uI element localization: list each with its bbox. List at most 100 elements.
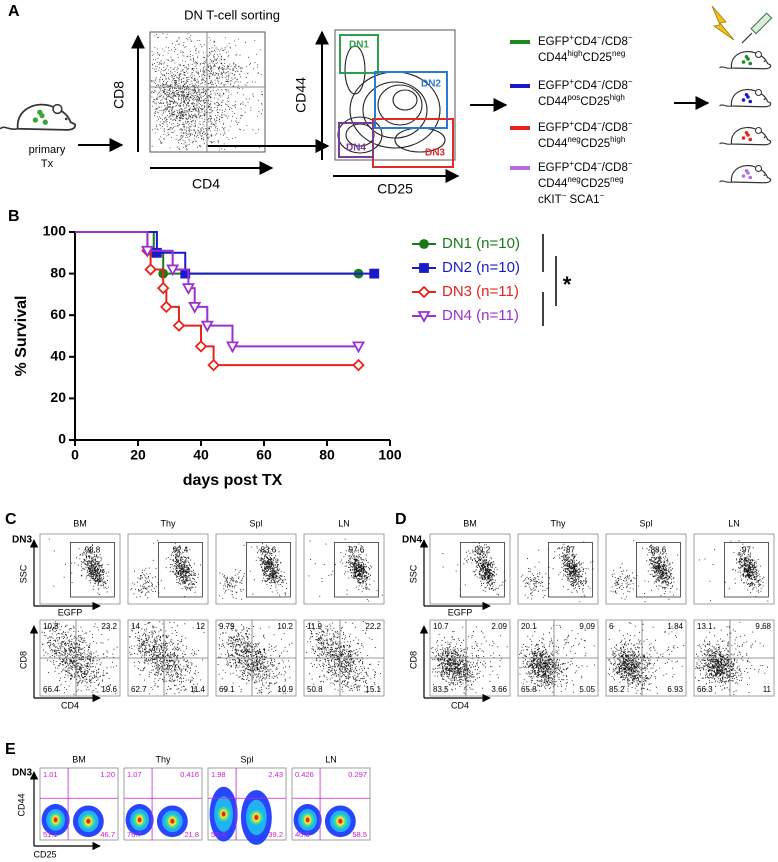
gate-label: DN3 <box>425 148 445 159</box>
gate <box>70 542 115 598</box>
label-part: − <box>597 119 602 128</box>
events <box>695 621 768 695</box>
quadrant-value: 1.01 <box>43 770 58 779</box>
quadrant-value: 58.5 <box>352 830 367 839</box>
mouse-tail <box>719 66 732 69</box>
axis-title: EGFP <box>448 607 473 617</box>
quadrant-value: 66.3 <box>697 685 713 694</box>
quadrant-value: 6 <box>609 622 614 631</box>
label-part: CD25 <box>581 178 610 190</box>
x-tick-label: 20 <box>130 447 146 463</box>
tissue-header: Spl <box>639 518 652 528</box>
label-part: − <box>600 191 605 200</box>
population-label: CD44posCD25high <box>538 93 625 108</box>
axis-title: SSC <box>408 564 418 583</box>
label-part: cKIT <box>538 194 562 206</box>
mouse-dot <box>32 117 39 123</box>
population-label: CD44highCD25neg <box>538 49 625 64</box>
gate <box>245 542 291 598</box>
legend-label: DN2 (n=10) <box>442 259 520 276</box>
panel-label: B <box>8 208 20 225</box>
quadrant-value: 10.7 <box>433 622 449 631</box>
mouse-tail <box>719 180 732 183</box>
population-label: CD44negCD25neg <box>538 175 624 190</box>
label-part: − <box>597 77 602 86</box>
mouse-dot <box>741 60 746 64</box>
label-part: pos <box>567 93 580 102</box>
density-level <box>254 814 259 820</box>
label-part: high <box>567 49 582 58</box>
mouse-dot <box>748 137 753 142</box>
mouse-dot <box>741 98 746 102</box>
label-part: neg <box>610 175 623 184</box>
axis-title: CD25 <box>377 181 413 197</box>
label: primary <box>29 144 66 156</box>
mouse-ear <box>52 103 63 115</box>
marker <box>351 341 366 354</box>
quadrant-value: 40.8 <box>295 830 310 839</box>
label-part: EGFP <box>538 36 570 48</box>
x-tick-label: 100 <box>378 447 402 463</box>
events <box>219 543 288 600</box>
mouse-eye <box>763 174 766 177</box>
gate <box>333 542 379 598</box>
flow-plot <box>429 533 511 605</box>
events <box>130 540 201 599</box>
label-part: neg <box>567 135 580 144</box>
mouse-dot <box>42 119 48 125</box>
gate-value: 99.2 <box>475 546 491 555</box>
axis-title: EGFP <box>58 607 83 617</box>
row-label: DN3 <box>12 768 32 779</box>
axis-title: CD4 <box>61 700 79 710</box>
panel-label: D <box>395 511 407 528</box>
label-part: + <box>569 159 574 168</box>
y-tick-label: 40 <box>50 348 66 364</box>
quadrant-value: 66.4 <box>43 685 59 694</box>
quadrant-value: 85.2 <box>609 685 625 694</box>
contour <box>344 45 366 95</box>
panel-label: C <box>5 511 17 528</box>
quadrant-value: 1.20 <box>100 770 115 779</box>
syringe-icon <box>750 12 773 35</box>
label-part: − <box>597 159 602 168</box>
tissue-header: Spl <box>249 518 262 528</box>
x-tick-label: 60 <box>256 447 272 463</box>
label-part: high <box>610 93 625 102</box>
marker <box>419 239 429 249</box>
y-tick-label: 60 <box>50 306 66 322</box>
quadrant-value: 0.297 <box>348 770 367 779</box>
marker <box>188 301 202 314</box>
tissue-header: LN <box>338 518 350 528</box>
label-part: /CD8 <box>602 80 628 92</box>
lightning-icon <box>711 5 735 41</box>
axis-title: % Survival <box>13 296 30 377</box>
gate-label: DN2 <box>421 79 441 90</box>
quadrant-value: 10.9 <box>277 685 293 694</box>
population-label: EGFP+CD4−/CD8− <box>538 119 633 134</box>
marker <box>417 285 431 299</box>
mouse-dot <box>748 61 753 66</box>
x-tick-label: 40 <box>193 447 209 463</box>
x-tick-label: 0 <box>71 447 79 463</box>
tissue-header: BM <box>73 518 87 528</box>
mouse-tail <box>719 142 732 145</box>
axis-title: CD44 <box>293 77 309 113</box>
density-level <box>338 818 343 824</box>
density-level <box>221 811 226 817</box>
marker <box>352 358 365 372</box>
quadrant-value: 5.05 <box>579 685 595 694</box>
marker <box>156 281 170 295</box>
mouse-dot <box>741 136 746 140</box>
mouse-eye <box>763 60 766 63</box>
quadrant-value: 2.09 <box>491 622 507 631</box>
quadrant-value: 20.1 <box>521 622 537 631</box>
axis-title: CD8 <box>111 81 127 109</box>
label-part: EGFP <box>538 162 570 174</box>
survival-line <box>75 231 375 275</box>
label-part: CD4 <box>574 162 598 174</box>
label-part: CD25 <box>580 96 609 108</box>
row-label: DN3 <box>12 535 32 546</box>
quadrant-value: 50.8 <box>307 685 323 694</box>
density-level <box>86 818 91 824</box>
gate-value: 83.6 <box>261 546 277 555</box>
